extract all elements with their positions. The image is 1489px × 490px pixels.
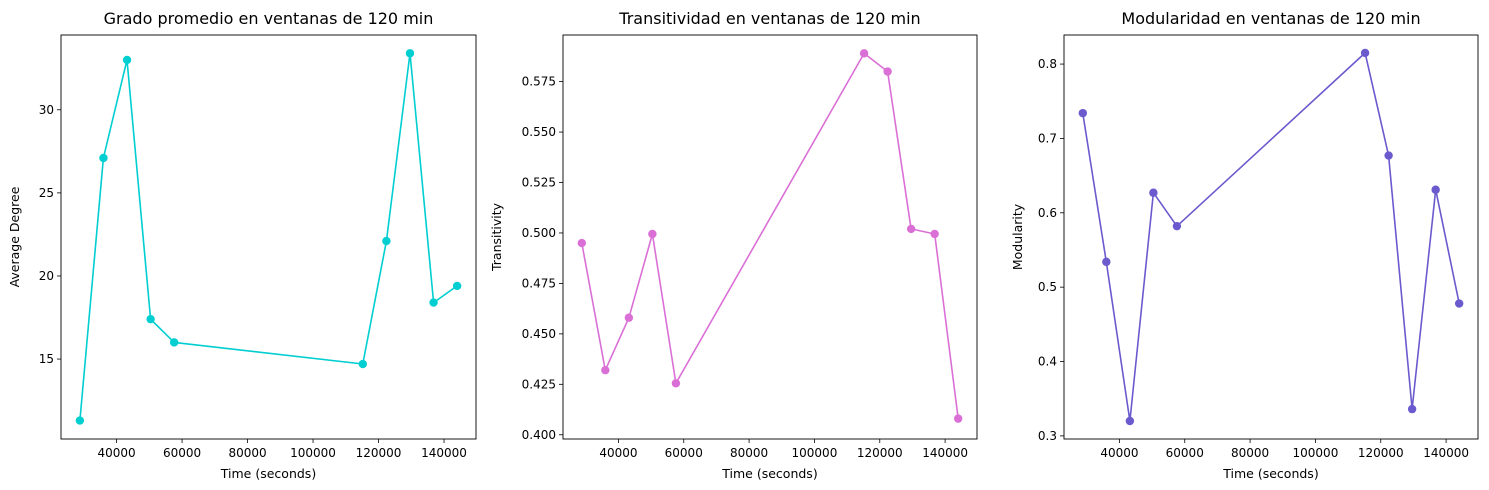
plot-frame [562,34,978,440]
y-tick-label: 0.500 [522,226,556,240]
chart-title: Grado promedio en ventanas de 120 min [104,9,434,28]
plot-frame [60,34,477,440]
y-axis-label: Average Degree [7,186,22,287]
data-point [1149,188,1158,197]
y-tick-label: 0.8 [1038,57,1057,71]
x-tick-label: 140000 [421,446,467,460]
x-axis-label: Time (seconds) [220,466,316,481]
y-axis-label: Transitivity [489,202,504,272]
y-tick-label: 0.525 [522,176,556,190]
x-tick-label: 140000 [922,446,968,460]
data-point [146,314,155,324]
y-tick-label: 0.3 [1038,429,1057,443]
data-point [624,313,634,322]
data-point [358,359,368,369]
data-point [859,49,869,58]
data-point [405,49,415,58]
x-axis-label: Time (seconds) [721,466,817,481]
x-tick-label: 40000 [599,446,637,460]
plot-frame [1063,34,1479,440]
y-tick-label: 0.425 [522,377,556,391]
data-point [930,229,939,239]
data-point [883,67,892,76]
x-tick-label: 80000 [1231,446,1269,460]
data-point [577,238,587,248]
x-tick-label: 80000 [228,446,266,460]
x-tick-label: 120000 [356,446,402,460]
y-tick-label: 0.475 [522,276,556,290]
y-tick-label: 15 [39,352,54,366]
data-point [1431,185,1440,194]
data-point [953,414,963,423]
x-tick-label: 40000 [97,446,135,460]
y-tick-label: 0.6 [1038,206,1057,220]
data-point [452,281,462,291]
y-tick-label: 0.450 [522,327,556,341]
panels: Grado promedio en ventanas de 120 min 400… [7,9,1479,481]
x-tick-label: 120000 [1358,446,1404,460]
data-point [1125,416,1135,426]
data-point [1102,257,1111,267]
chart-title: Modularidad en ventanas de 120 min [1121,9,1420,28]
series-line [581,52,959,419]
x-tick-label: 60000 [1166,446,1204,460]
x-tick-label: 60000 [665,446,703,460]
y-axis-label: Modularity [1010,203,1025,270]
data-point [99,153,108,163]
data-point [1454,299,1464,308]
y-tick-label: 25 [39,186,54,200]
data-point [601,365,610,375]
x-tick-label: 140000 [1423,446,1469,460]
y-tick-label: 0.575 [522,75,556,89]
data-point [1172,221,1182,231]
series-line [1082,52,1460,422]
data-point [906,224,916,234]
chart-panel-3: Modularidad en ventanas de 120 min 40000 6… [1010,9,1479,481]
data-point [1078,108,1088,118]
data-point [1384,151,1393,160]
y-tick-label: 30 [39,103,54,117]
data-point [1360,48,1370,58]
chart-panel-1: Grado promedio en ventanas de 120 min 400… [7,9,477,481]
y-tick-label: 0.7 [1038,131,1057,145]
chart-panel-2: Transitividad en ventanas de 120 min 4000… [489,9,978,481]
y-tick-label: 0.5 [1038,280,1057,294]
x-tick-label: 40000 [1100,446,1138,460]
x-axis-label: Time (seconds) [1222,466,1318,481]
data-point [169,338,179,347]
x-tick-label: 100000 [290,446,336,460]
data-point [1407,404,1417,414]
x-tick-label: 60000 [163,446,201,460]
series-line [79,52,458,421]
y-tick-label: 0.4 [1038,355,1057,369]
data-point [122,55,132,65]
x-tick-label: 100000 [1293,446,1339,460]
data-point [382,236,391,246]
y-tick-label: 0.550 [522,125,556,139]
data-point [671,379,681,388]
y-tick-label: 20 [39,269,54,283]
x-tick-label: 80000 [730,446,768,460]
data-point [648,229,657,239]
data-point [75,416,85,425]
chart-title: Transitividad en ventanas de 120 min [618,9,920,28]
x-tick-label: 120000 [857,446,903,460]
y-tick-label: 0.400 [522,428,556,442]
data-point [429,298,438,307]
x-tick-label: 100000 [792,446,838,460]
